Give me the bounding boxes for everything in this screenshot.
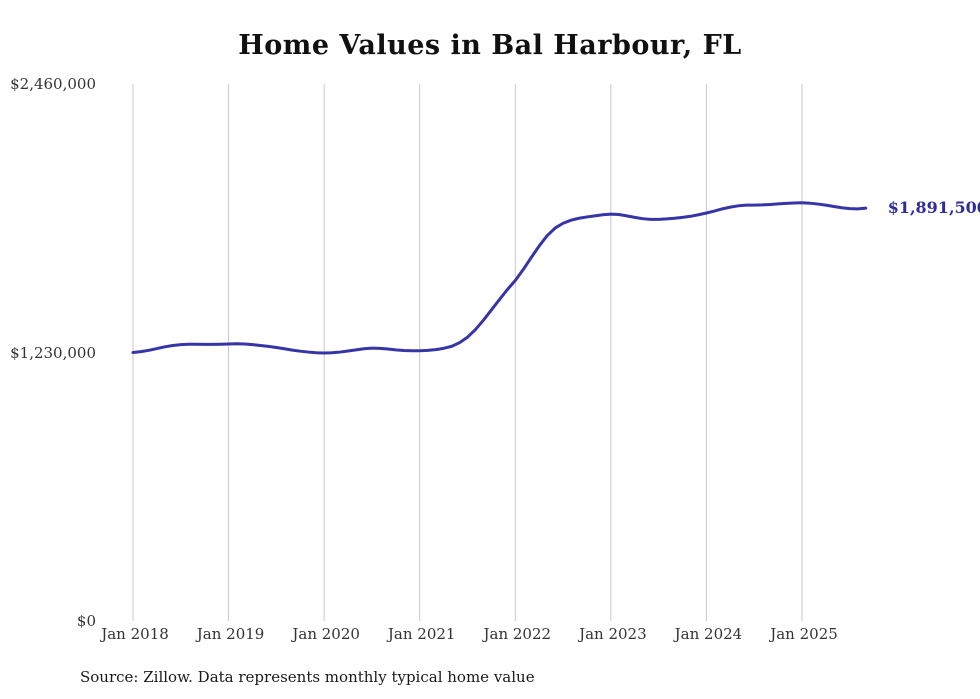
x-tick-label: Jan 2023 xyxy=(579,625,647,643)
x-tick-label: Jan 2019 xyxy=(196,625,265,643)
x-tick-label: Jan 2021 xyxy=(387,625,456,643)
x-tick-label: Jan 2018 xyxy=(101,625,169,643)
x-tick-label: Jan 2020 xyxy=(292,625,360,643)
y-tick-label: $0 xyxy=(76,612,96,630)
end-value-label: $1,891,500 xyxy=(887,198,980,218)
y-tick-label: $2,460,000 xyxy=(10,75,96,93)
gridlines xyxy=(132,84,803,621)
y-tick-label: $1,230,000 xyxy=(10,343,96,362)
x-tick-label: Jan 2024 xyxy=(674,625,743,643)
source-note: Source: Zillow. Data represents monthly … xyxy=(80,668,535,686)
x-tick-label: Jan 2025 xyxy=(770,625,838,643)
chart-title: Home Values in Bal Harbour, FL xyxy=(238,30,742,61)
home-value-line xyxy=(131,201,868,355)
x-tick-label: Jan 2022 xyxy=(483,625,552,643)
